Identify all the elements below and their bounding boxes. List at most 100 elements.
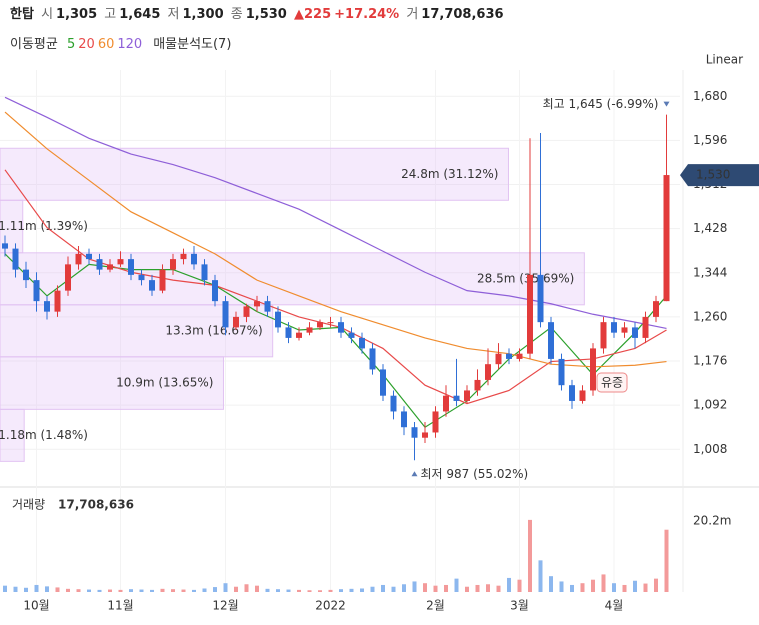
open-value: 1,305	[56, 7, 98, 22]
candle-body	[254, 301, 260, 307]
candle-body	[527, 274, 533, 354]
volume-bar	[549, 576, 553, 592]
volume-bar	[570, 584, 574, 592]
candle-body	[485, 364, 491, 380]
ma-title[interactable]: 이동평균	[10, 37, 58, 52]
x-tick-label: 12월	[212, 599, 238, 613]
candle-body	[390, 395, 397, 412]
candle-body	[558, 358, 565, 386]
volume-bar	[192, 589, 196, 592]
ma-legend-entry[interactable]: 20	[78, 37, 95, 52]
volume-bar	[307, 590, 312, 592]
candle-body	[149, 280, 155, 291]
volume-bar	[55, 587, 60, 592]
profile-label: 1.11m (1.39%)	[0, 219, 88, 233]
last-price-badge	[680, 164, 759, 187]
volume-bar	[255, 585, 259, 592]
x-tick-label: 3월	[510, 599, 529, 613]
y-tick-label: 1,596	[693, 133, 727, 147]
y-tick-label: 1,176	[693, 354, 727, 368]
candle-body	[285, 327, 292, 338]
profile-bar	[0, 147, 509, 201]
ma-legend-entry[interactable]: 120	[117, 37, 143, 52]
candle-body	[611, 322, 617, 333]
quote-header: 한탑 시 1,305 고 1,645 저 1,300 종 1,530 ▲225 +17.2…	[10, 3, 507, 22]
volume-bar	[160, 588, 165, 592]
profile-bar	[0, 356, 224, 410]
scale-label: Linear	[706, 53, 743, 67]
low-value: 1,300	[182, 7, 224, 22]
candle-body	[306, 327, 313, 333]
volume-bar	[171, 589, 175, 592]
volume-bar	[328, 589, 333, 592]
candle-body	[653, 301, 659, 317]
y-tick-label: 1,428	[693, 221, 727, 235]
close-value: 1,530	[245, 7, 287, 22]
candle-body	[65, 264, 71, 291]
candle-body	[275, 311, 281, 328]
volume-value: 17,708,636	[421, 7, 504, 22]
volume-bar	[465, 586, 469, 592]
high-key: 고	[104, 7, 117, 22]
volume-bar	[129, 589, 133, 592]
volume-bar	[601, 574, 606, 592]
volume-bar	[286, 589, 291, 592]
volume-bar	[528, 519, 532, 592]
volume-bar	[87, 589, 91, 592]
volume-bar	[517, 579, 522, 592]
volume-bar	[664, 529, 669, 592]
candle-body	[548, 322, 554, 359]
candle-body	[464, 390, 470, 401]
candle-body	[170, 259, 176, 270]
x-tick-label: 2월	[426, 599, 445, 613]
high-annotation: 최고 1,645 (-6.99%)	[543, 97, 659, 111]
volume-bar	[412, 581, 417, 592]
candle-body	[338, 322, 344, 333]
candle-body	[348, 332, 355, 338]
volume-bar	[643, 583, 648, 592]
volume-bar	[612, 583, 616, 592]
candle-body	[117, 259, 124, 265]
candle-body	[222, 301, 229, 328]
low-key: 저	[167, 7, 180, 22]
candle-body	[422, 432, 428, 438]
volume-bar	[486, 584, 490, 592]
candle-body	[401, 411, 407, 428]
volume-bar	[391, 586, 396, 592]
volume-bar	[591, 579, 595, 592]
volume-bar	[538, 560, 543, 592]
y-tick-label: 1,680	[693, 89, 727, 103]
profile-label: 28.5m (35.69%)	[477, 271, 574, 285]
close-key: 종	[230, 7, 243, 22]
volume-bar	[3, 585, 7, 592]
ma-legend-entry[interactable]: 5	[66, 37, 76, 52]
candle-body	[443, 395, 449, 412]
candle-body	[107, 264, 113, 270]
candle-body	[453, 395, 460, 401]
ma-line	[4, 96, 667, 330]
volume-bar	[223, 583, 228, 592]
volume-bar	[444, 584, 448, 592]
profile-bar	[0, 408, 25, 462]
volume-bar	[454, 578, 459, 592]
volume-bar	[150, 589, 154, 592]
event-badge	[596, 372, 628, 393]
candle-body	[54, 290, 61, 312]
volume-bar	[339, 589, 343, 592]
candle-body	[432, 411, 439, 433]
profile-label: 1.18m (1.48%)	[0, 428, 88, 442]
x-tick-label: 11월	[107, 599, 133, 613]
candle-body	[44, 301, 50, 312]
volume-bar	[381, 584, 385, 592]
profile-title[interactable]: 매물분석도(7)	[153, 37, 232, 52]
ma-legend-entry[interactable]: 60	[97, 37, 115, 52]
volume-bar	[108, 589, 112, 592]
candle-body	[75, 253, 82, 265]
volume-bar	[265, 588, 270, 592]
stock-name: 한탑	[10, 7, 34, 22]
volume-bar	[276, 589, 280, 592]
candle-body	[33, 280, 40, 302]
candle-body	[23, 269, 29, 281]
candle-body	[86, 253, 92, 260]
